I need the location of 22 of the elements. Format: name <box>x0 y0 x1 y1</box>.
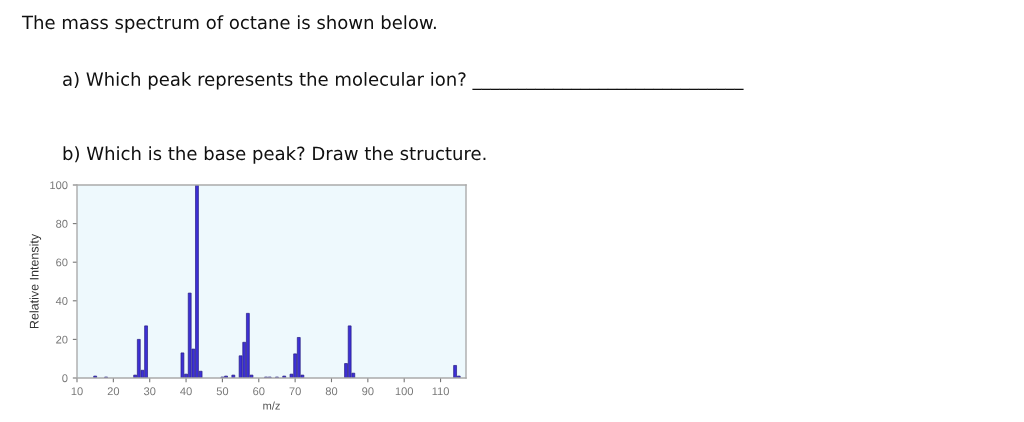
x-tick-label: 100 <box>395 387 414 396</box>
x-tick-label: 50 <box>216 387 229 396</box>
y-tick-label: 60 <box>56 258 68 267</box>
y-axis-title: Relative Intensity <box>29 233 42 329</box>
y-tick-label: 100 <box>50 181 68 190</box>
x-tick-label: 20 <box>107 387 120 396</box>
x-tick-label: 10 <box>71 387 83 396</box>
text: b) Which is the base peak? Draw the structure. <box>63 146 486 164</box>
x-tick-label: 90 <box>362 387 374 396</box>
chart-title: The mass spectrum of octane is shown below. <box>21 15 436 33</box>
y-tick-label: 40 <box>55 297 68 305</box>
x-tick-label: 80 <box>325 387 338 396</box>
y-tick-label: 20 <box>56 335 68 344</box>
x-tick-label: 40 <box>180 387 192 396</box>
x-axis-title: m/z <box>263 401 280 410</box>
x-tick-label: 70 <box>289 387 301 396</box>
text: a) Which peak represents the molecular ion? ______________________________ <box>63 72 744 90</box>
x-tick-label: 30 <box>143 387 156 396</box>
y-tick-label: 0 <box>62 374 68 383</box>
y-tick-label: 80 <box>56 219 68 228</box>
x-tick-label: 60 <box>253 387 265 396</box>
x-tick-label: 110 <box>432 387 449 396</box>
